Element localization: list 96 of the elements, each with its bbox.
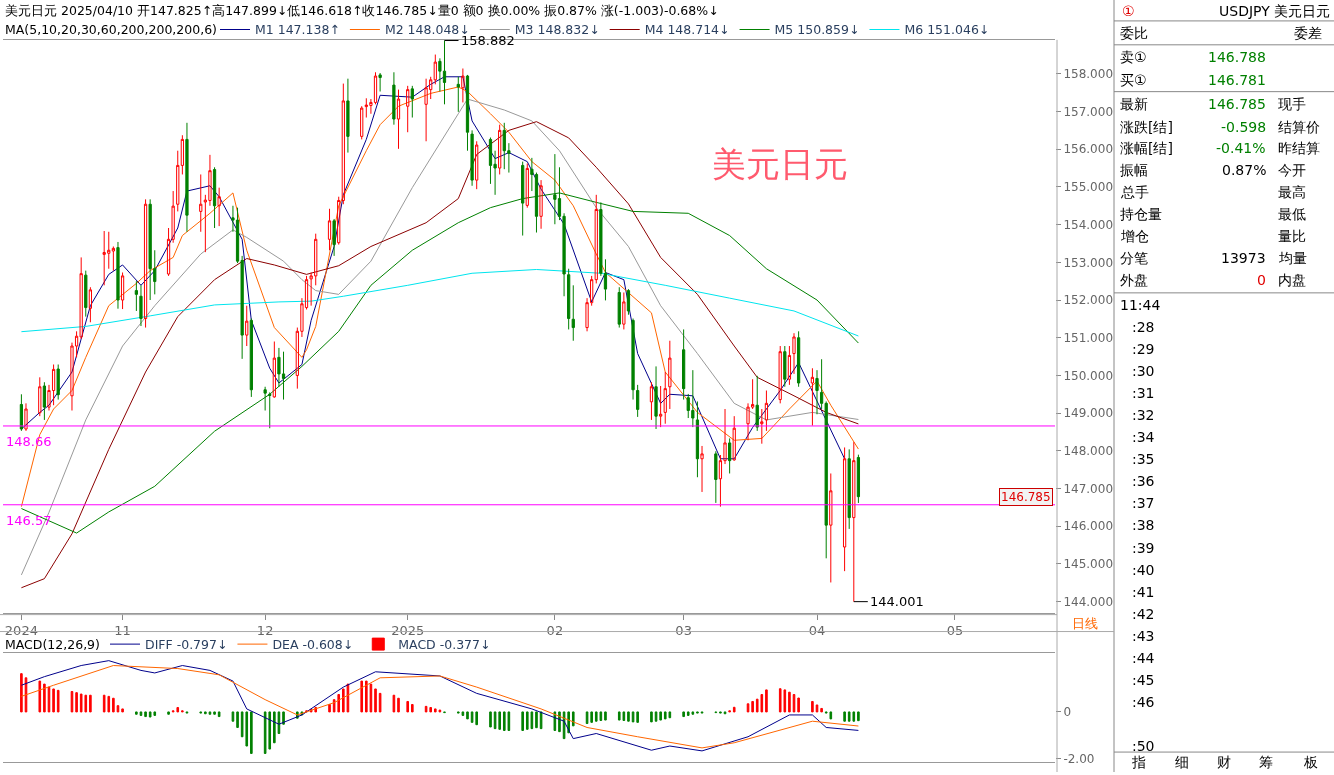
text: 146.785 — [1208, 96, 1266, 112]
text: -0.41% — [1216, 140, 1266, 156]
text: 涨幅[结] — [1120, 140, 1173, 156]
y-tick-label: 148.000 — [1063, 444, 1114, 459]
y-tick-label: 144.000 — [1063, 594, 1114, 609]
text: :46 — [1132, 694, 1155, 710]
legend-label: M3 148.832↓ — [514, 22, 600, 38]
text: ① — [1122, 3, 1135, 19]
y-tick-label: 158.000 — [1063, 66, 1114, 81]
text: 指 — [1131, 754, 1146, 770]
text: 涨跌[结] — [1120, 119, 1173, 135]
text: :38 — [1132, 517, 1155, 533]
text: :45 — [1132, 672, 1155, 688]
text: 146.788 — [1208, 49, 1266, 65]
y-tick-label: 145.000 — [1063, 557, 1114, 572]
text: 昨结算 — [1278, 140, 1320, 156]
text: 委差 — [1294, 25, 1322, 41]
x-tick-label: 05 — [946, 623, 964, 639]
text: :28 — [1132, 319, 1155, 335]
text: 最新 — [1120, 96, 1148, 112]
y-tick-label: 154.000 — [1063, 217, 1114, 232]
text: :34 — [1132, 429, 1155, 445]
x-tick-label: 12 — [256, 623, 274, 639]
y-tick-label: 149.000 — [1063, 406, 1114, 421]
text: 外盘 — [1120, 272, 1148, 288]
text: 筹 — [1259, 754, 1273, 770]
text: 板 — [1303, 754, 1318, 770]
y-tick-label: 147.000 — [1063, 481, 1114, 496]
legend-label: DIFF -0.797↓ — [145, 637, 228, 652]
text: :31 — [1132, 385, 1155, 401]
text: 卖① — [1120, 49, 1147, 65]
annotation: 146.785 — [1001, 490, 1051, 504]
legend-label: M6 151.046↓ — [904, 22, 990, 38]
text: :36 — [1132, 473, 1155, 489]
text: 买① — [1120, 72, 1147, 88]
annotation: 144.001 — [870, 594, 924, 609]
text: 委比 — [1120, 25, 1148, 41]
text: 日线 — [1072, 616, 1098, 631]
text: -0.598 — [1221, 119, 1267, 135]
text: :35 — [1132, 451, 1155, 467]
y-tick-label: 156.000 — [1063, 142, 1114, 157]
legend-label: MACD -0.377↓ — [398, 637, 491, 652]
text: :32 — [1132, 407, 1155, 423]
text: 最高 — [1278, 184, 1306, 200]
legend-label: M5 150.859↓ — [774, 22, 860, 38]
y-tick-label: 157.000 — [1063, 104, 1114, 119]
text: 内盘 — [1278, 272, 1306, 288]
legend-label: M4 148.714↓ — [644, 22, 730, 38]
text: :44 — [1132, 650, 1155, 666]
x-tick-label: 2024 — [4, 623, 38, 639]
text: :37 — [1132, 495, 1155, 511]
text: :29 — [1132, 341, 1155, 357]
y-tick-label: 151.000 — [1063, 330, 1114, 345]
text: :43 — [1132, 628, 1155, 644]
text: 结算价 — [1278, 119, 1320, 135]
annotation: 美元日元 — [712, 144, 848, 184]
text: USDJPY 美元日元 — [1219, 3, 1331, 19]
y-tick-label: 153.000 — [1063, 255, 1114, 270]
text: 今开 — [1278, 162, 1306, 178]
y-tick-label: 150.000 — [1063, 368, 1114, 383]
text: :39 — [1132, 540, 1155, 556]
y-tick-label: 146.000 — [1063, 519, 1114, 534]
x-tick-label: 2025 — [391, 623, 425, 639]
legend-label: M1 147.138↑ — [255, 22, 340, 38]
text: 量比 — [1278, 228, 1306, 244]
chart-subtitle: MA(5,10,20,30,60,200,200,200,6) — [5, 22, 217, 37]
legend-label: DEA -0.608↓ — [272, 637, 354, 652]
text: 最低 — [1278, 206, 1306, 222]
chart-title: MACD(12,26,9) — [5, 637, 100, 652]
text: 均量 — [1278, 250, 1307, 266]
text: 增仓 — [1120, 228, 1149, 244]
ref-line-label: 148.66 — [6, 434, 52, 449]
text: 振幅 — [1120, 162, 1148, 178]
text: 0.87% — [1222, 162, 1267, 178]
annotation: 158.882 — [461, 33, 515, 48]
text: :30 — [1132, 363, 1155, 379]
y-tick-label: 155.000 — [1063, 180, 1114, 195]
text: :50 — [1132, 738, 1155, 754]
chart-title: 美元日元 2025/04/10 开147.825↑高147.899↓低146.618↑收146.785↓量0 额0 换0.00% 振0.87% 涨(-1.003)-0.68%↓ — [5, 3, 719, 18]
text: 146.781 — [1208, 72, 1266, 88]
text: 0 — [1257, 272, 1266, 288]
text: :41 — [1132, 584, 1155, 600]
y-tick-label: -2.00 — [1063, 751, 1095, 766]
text: 11:44 — [1120, 297, 1161, 313]
ref-line-label: 146.57 — [6, 513, 52, 528]
text: 细 — [1175, 754, 1189, 770]
text: 分笔 — [1120, 250, 1148, 266]
text: 财 — [1217, 754, 1231, 770]
y-tick-label: 0 — [1063, 705, 1072, 720]
text: 13973 — [1221, 250, 1266, 266]
text: :42 — [1132, 606, 1155, 622]
y-tick-label: 152.000 — [1063, 293, 1114, 308]
text: 持仓量 — [1120, 206, 1162, 222]
text: 现手 — [1278, 96, 1306, 112]
text: :40 — [1132, 562, 1155, 578]
text: 总手 — [1120, 184, 1149, 200]
